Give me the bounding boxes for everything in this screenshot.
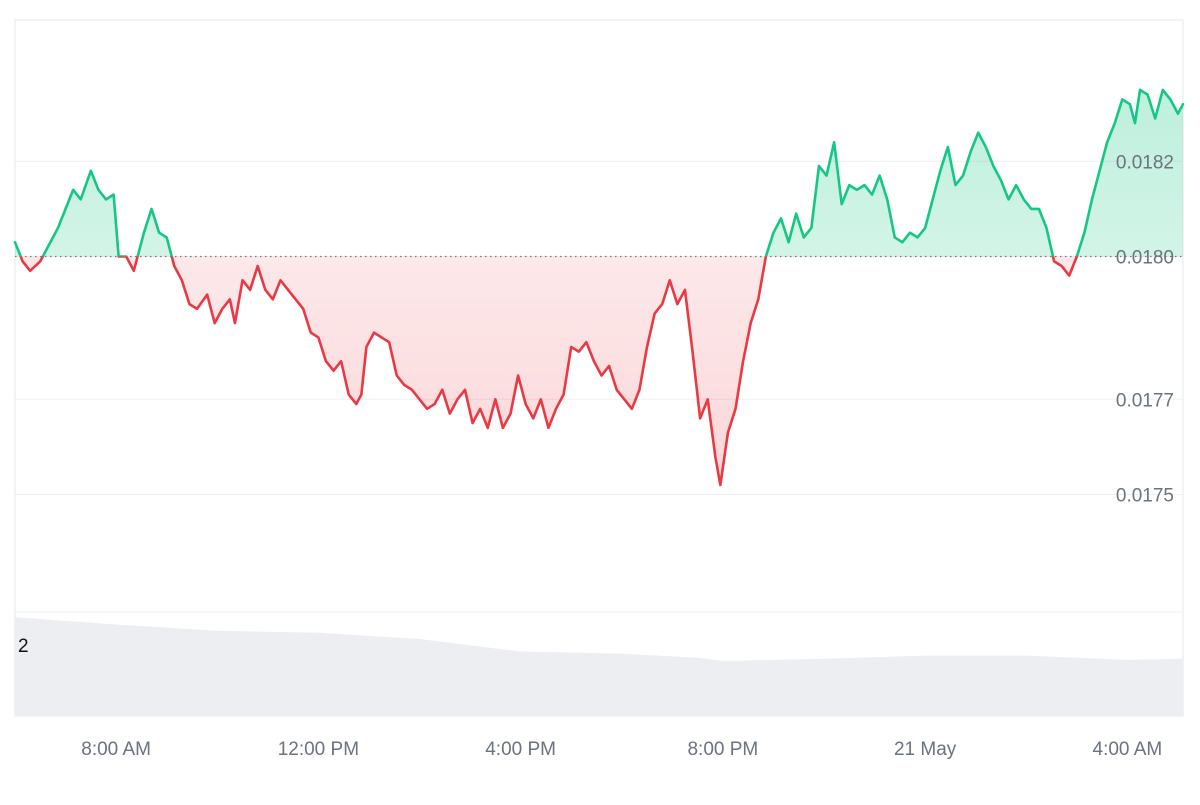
x-tick-label: 4:00 PM	[485, 739, 556, 760]
y-tick-label: 0.0175	[1116, 486, 1174, 507]
y-tick-label: 0.0182	[1116, 152, 1174, 173]
volume-axis-label: 2	[18, 636, 29, 657]
area-fill-above-baseline	[15, 89, 1183, 257]
x-tick-label: 8:00 PM	[687, 739, 758, 760]
y-tick-label: 0.0180	[1116, 248, 1174, 269]
price-line-below-baseline	[19, 256, 1079, 487]
price-line-above-baseline	[13, 88, 1185, 257]
y-tick-label: 0.0177	[1116, 390, 1174, 411]
x-tick-label: 4:00 AM	[1093, 739, 1163, 760]
area-fill-below-baseline	[15, 256, 1183, 485]
x-tick-label: 21 May	[894, 739, 957, 760]
x-tick-label: 12:00 PM	[278, 739, 359, 760]
volume-area	[15, 617, 1183, 716]
x-tick-label: 8:00 AM	[81, 739, 151, 760]
